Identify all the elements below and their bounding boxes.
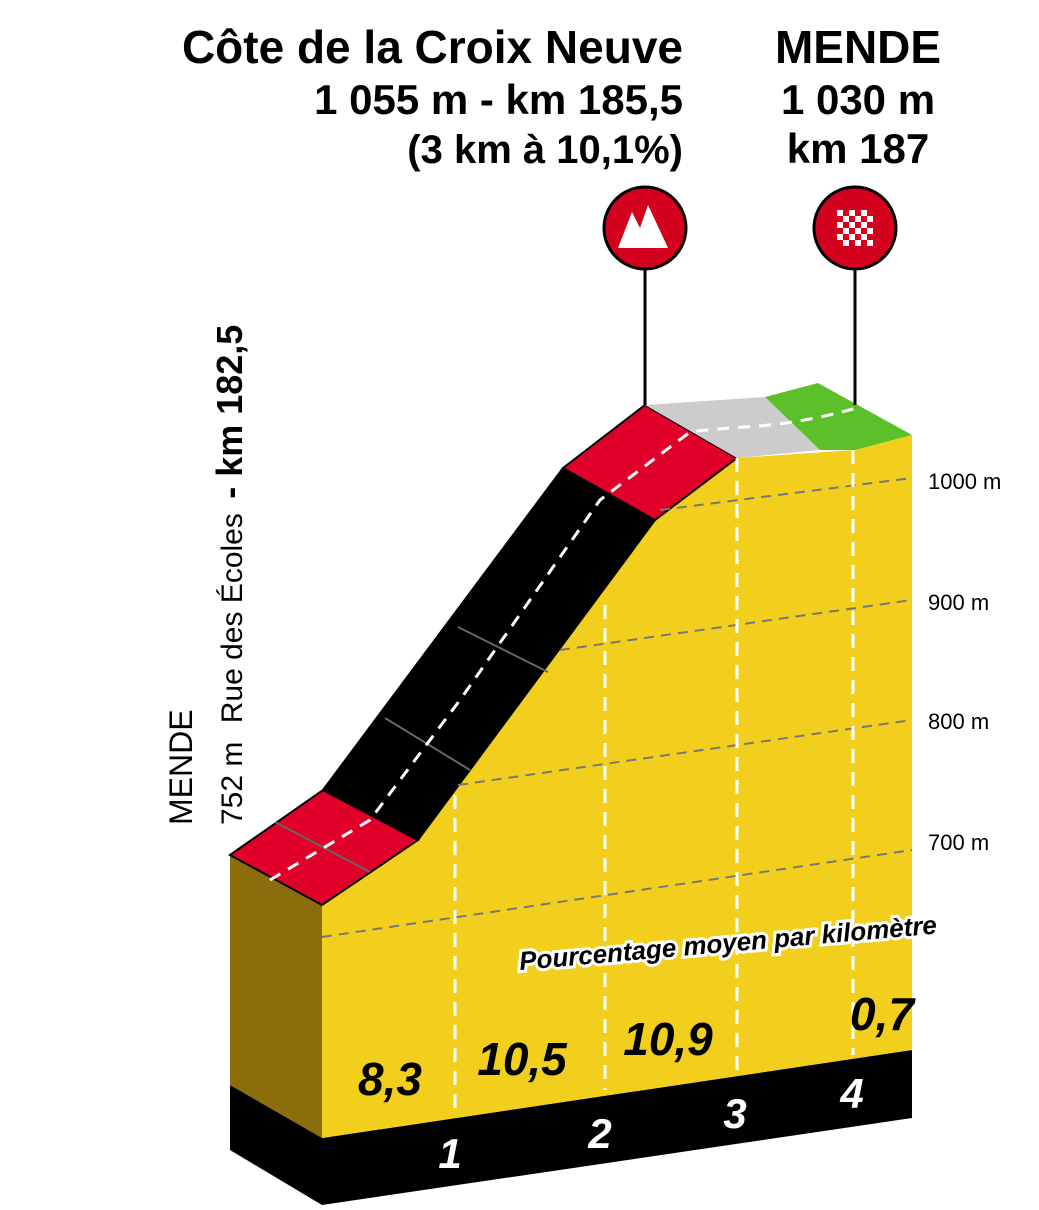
finish-km: km 187 [787, 125, 929, 172]
km-marker: 1 [438, 1130, 461, 1177]
profile-side [230, 855, 322, 1138]
start-info: 752 m Rue des Écoles - km 182,5 [209, 325, 250, 825]
altitude-label: 1000 m [928, 469, 1001, 494]
altitude-label: 800 m [928, 709, 989, 734]
start-km: - km 182,5 [209, 325, 250, 499]
start-street: Rue des Écoles [216, 513, 249, 723]
segment-green [765, 383, 912, 450]
profile-base [230, 1050, 912, 1205]
km-marker: 2 [587, 1110, 611, 1157]
road-line [269, 405, 861, 882]
start-altitude: 752 m [216, 742, 249, 825]
segment-gray [645, 397, 820, 458]
climb-flag [602, 185, 688, 405]
km-dividers [453, 450, 855, 1115]
finish-name: MENDE [775, 21, 941, 73]
finish-flag [812, 185, 898, 405]
altitude-label: 900 m [928, 590, 989, 615]
climb-altitude: 1 055 m - km 185,5 [314, 76, 683, 123]
start-town: MENDE [163, 709, 199, 825]
finish-altitude: 1 030 m [781, 76, 935, 123]
climb-name: Côte de la Croix Neuve [182, 21, 683, 73]
km-marker: 3 [723, 1090, 746, 1137]
km-marker: 4 [839, 1070, 863, 1117]
altitude-label: 700 m [928, 830, 989, 855]
gradient-label: 0,7 [850, 988, 916, 1040]
climb-stats: (3 km à 10,1%) [407, 128, 683, 172]
gradient-label: 10,9 [623, 1013, 713, 1065]
profile-face [322, 435, 912, 1138]
gradient-label: 10,5 [477, 1033, 568, 1085]
gradient-label: 8,3 [358, 1053, 422, 1105]
